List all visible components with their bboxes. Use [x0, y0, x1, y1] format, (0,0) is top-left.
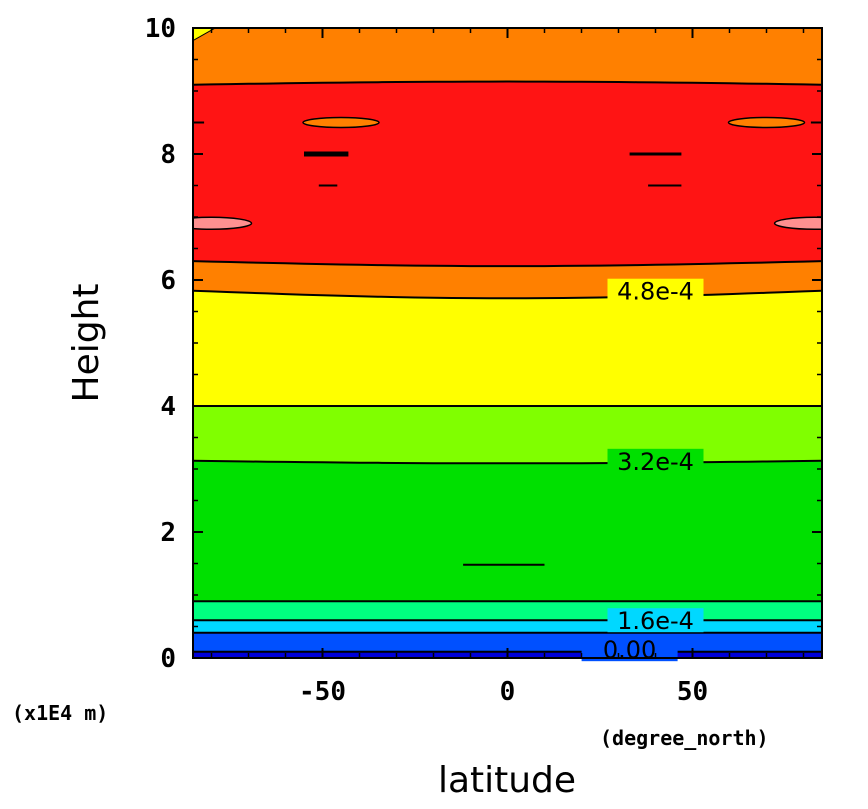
contour-band-9: [193, 28, 822, 85]
patch-yellow-corner: [193, 28, 217, 42]
patch-pink-right: [773, 216, 822, 231]
patch-orange-left: [302, 116, 380, 129]
contour-label-bg-1: [607, 448, 704, 473]
y-tick-label-4: 8: [160, 140, 176, 170]
contour-band-5: [193, 406, 822, 464]
contour-label-0: 4.8e-4: [617, 278, 694, 306]
y-axis-units: (x1E4 m): [12, 701, 108, 725]
contour-band-3: [193, 601, 822, 621]
contour-line-6: [193, 289, 822, 300]
contour-line-7: [193, 260, 822, 268]
contour-label-1: 3.2e-4: [617, 448, 694, 476]
y-tick-label-2: 4: [160, 392, 176, 422]
y-tick-label-5: 10: [145, 14, 176, 44]
contour-band-4: [193, 460, 822, 602]
axis-ticks: [193, 27, 822, 659]
x-tick-label-1: 0: [500, 677, 516, 707]
contour-band-2: [193, 620, 822, 633]
tick-labels: -50 0 50 0 2 4 6 8 10: [145, 14, 708, 707]
y-tick-label-0: 0: [160, 644, 176, 674]
y-tick-label-3: 6: [160, 266, 176, 296]
contour-label-bg-2: [607, 608, 704, 633]
x-axis-units: (degree_north): [600, 726, 769, 750]
x-tick-label-2: 50: [677, 677, 708, 707]
x-axis-title: latitude: [438, 760, 576, 801]
contour-label-3: 0.00: [603, 636, 656, 664]
contour-line-8: [193, 80, 822, 86]
patch-pink-left: [193, 216, 253, 231]
y-tick-label-1: 2: [160, 518, 176, 548]
contour-band-8: [193, 81, 822, 267]
patch-orange-right: [727, 116, 806, 129]
contour-label-2: 1.6e-4: [617, 607, 694, 635]
contour-label-bg-0: [607, 278, 704, 303]
contour-bands: [193, 28, 822, 658]
x-tick-label-0: -50: [299, 677, 346, 707]
contour-band-6: [193, 290, 822, 406]
y-axis-title: Height: [66, 283, 107, 402]
contour-line-4: [193, 459, 822, 465]
